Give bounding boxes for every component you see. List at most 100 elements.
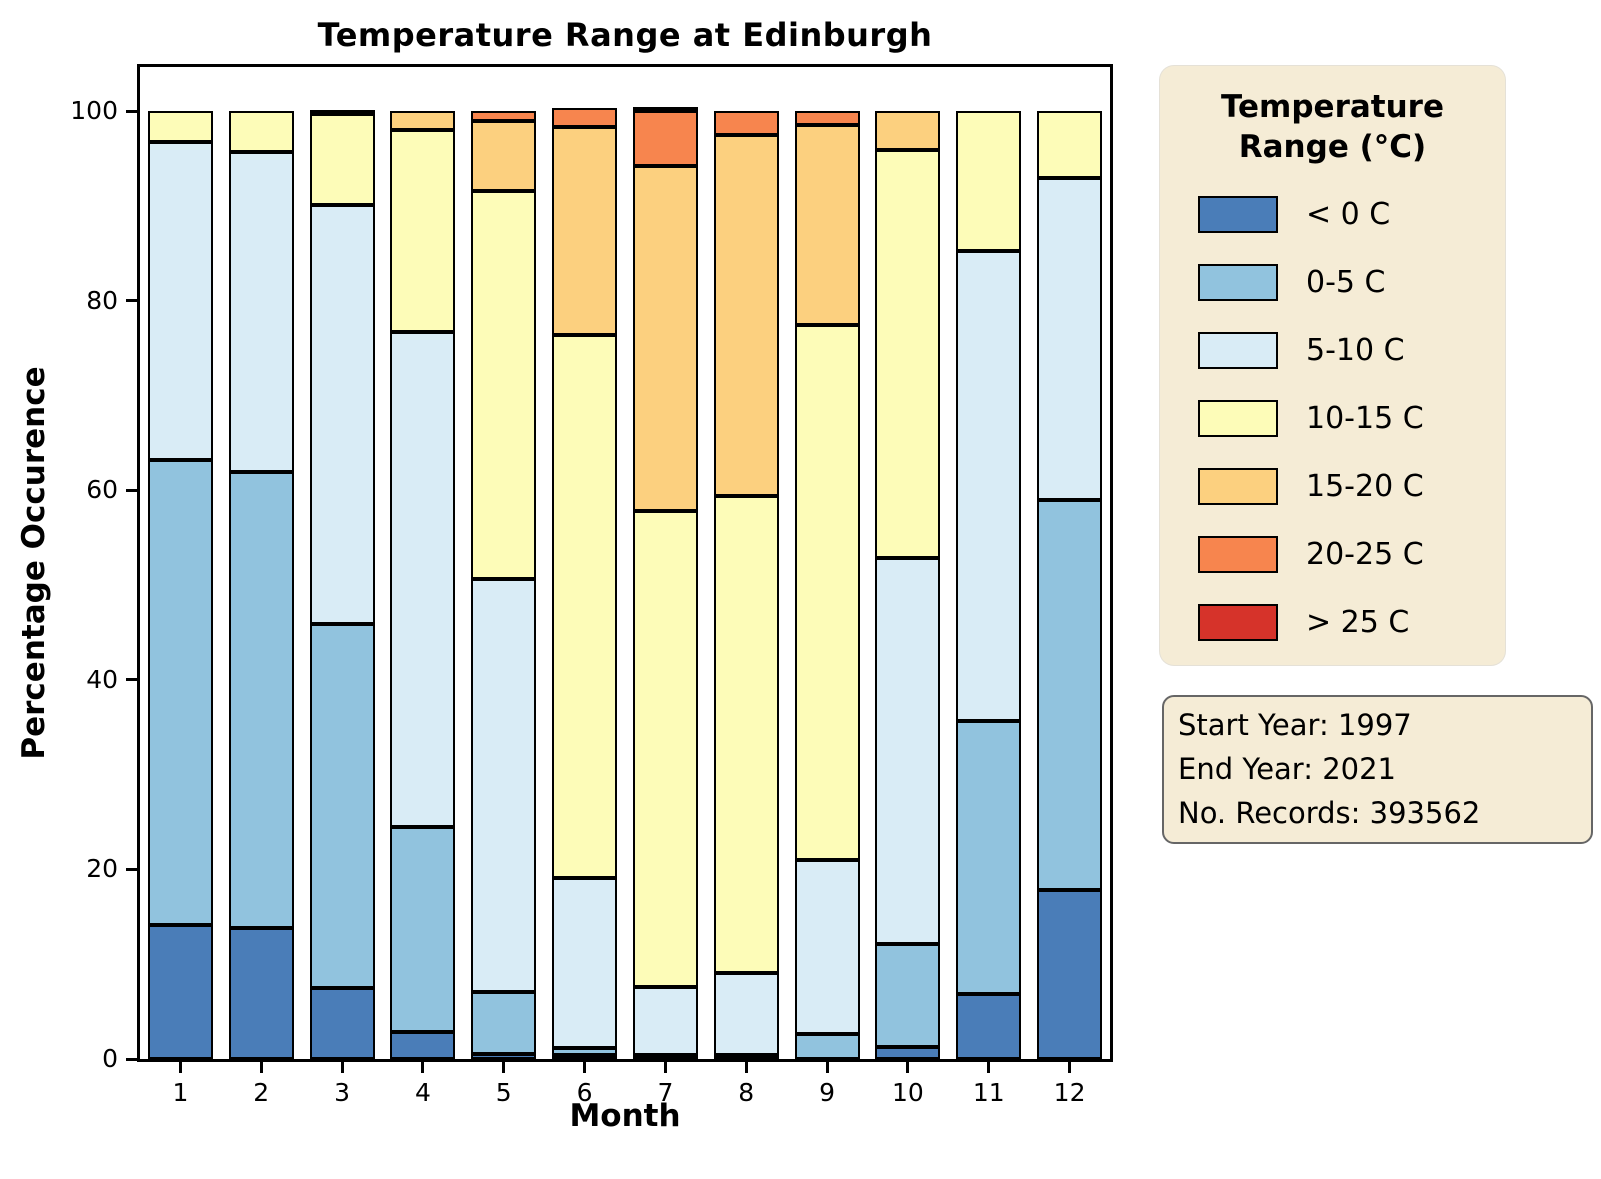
bar-segment bbox=[956, 993, 1022, 1059]
x-tick-label: 2 bbox=[253, 1078, 270, 1107]
legend-swatch bbox=[1198, 399, 1278, 437]
bar-segment bbox=[956, 720, 1022, 994]
bar-segment bbox=[228, 472, 294, 929]
bar-segment bbox=[794, 111, 860, 126]
x-tick-mark bbox=[987, 1062, 991, 1073]
bar-segment bbox=[309, 109, 375, 114]
bar-month-6 bbox=[552, 107, 618, 1059]
bar-segment bbox=[632, 110, 698, 166]
y-axis-label: Percentage Occurence bbox=[16, 366, 52, 760]
bar-segment bbox=[309, 623, 375, 988]
bar-segment bbox=[713, 110, 779, 135]
y-tick-mark bbox=[126, 867, 137, 871]
bar-month-12 bbox=[1037, 111, 1103, 1059]
y-tick-mark bbox=[126, 299, 137, 303]
legend-entry-label: 15-20 C bbox=[1306, 468, 1424, 504]
legend-entries: < 0 C 0-5 C 5-10 C 10-15 C 15-20 C 20-25 C > 2… bbox=[1160, 195, 1505, 671]
y-tick-mark bbox=[126, 678, 137, 682]
y-tick-mark bbox=[126, 109, 137, 113]
legend-swatch bbox=[1198, 263, 1278, 301]
bar-segment bbox=[228, 928, 294, 1059]
legend-title-line1: Temperature bbox=[1221, 89, 1444, 125]
x-tick-mark bbox=[421, 1062, 425, 1073]
legend-entry: 15-20 C bbox=[1198, 467, 1505, 505]
x-tick-mark bbox=[744, 1062, 748, 1073]
bar-month-3 bbox=[309, 109, 375, 1059]
bar-segment bbox=[147, 925, 213, 1059]
legend-entry-label: > 25 C bbox=[1306, 604, 1410, 640]
x-tick-mark bbox=[178, 1062, 182, 1073]
bar-segment bbox=[794, 859, 860, 1035]
legend-entry: 5-10 C bbox=[1198, 331, 1505, 369]
bar-month-10 bbox=[875, 111, 941, 1059]
legend-entry-label: 5-10 C bbox=[1306, 332, 1405, 368]
bar-segment bbox=[471, 120, 537, 191]
bar-segment bbox=[632, 165, 698, 511]
bar-segment bbox=[956, 111, 1022, 252]
x-tick-mark bbox=[259, 1062, 263, 1073]
bar-segment bbox=[552, 334, 618, 878]
x-tick-label: 3 bbox=[334, 1078, 351, 1107]
info-box: Start Year: 1997 End Year: 2021 No. Record… bbox=[1162, 695, 1593, 844]
chart-title: Temperature Range at Edinburgh bbox=[317, 16, 933, 54]
y-tick-label: 40 bbox=[86, 664, 118, 694]
bar-segment bbox=[471, 991, 537, 1055]
legend-swatch bbox=[1198, 195, 1278, 233]
bar-segment bbox=[471, 111, 537, 121]
bar-segment bbox=[309, 113, 375, 205]
bar-segment bbox=[390, 826, 456, 1033]
bar-month-8 bbox=[713, 110, 779, 1059]
legend-entry: 0-5 C bbox=[1198, 263, 1505, 301]
bar-segment bbox=[552, 107, 618, 127]
bar-month-7 bbox=[632, 106, 698, 1059]
bar-month-11 bbox=[956, 111, 1022, 1059]
x-tick-mark bbox=[340, 1062, 344, 1073]
bar-segment bbox=[1037, 499, 1103, 891]
bar-segment bbox=[794, 325, 860, 860]
bar-segment bbox=[147, 142, 213, 460]
legend-entry-label: < 0 C bbox=[1306, 196, 1391, 232]
bar-segment bbox=[471, 1054, 537, 1059]
bar-segment bbox=[794, 125, 860, 326]
legend: Temperature Range (°C) < 0 C 0-5 C 5-10 C 1… bbox=[1160, 66, 1505, 665]
y-tick-mark bbox=[126, 488, 137, 492]
info-line: No. Records: 393562 bbox=[1178, 796, 1481, 830]
bar-segment bbox=[1037, 111, 1103, 179]
stacked-bars bbox=[140, 106, 1110, 1059]
y-tick-label: 0 bbox=[102, 1044, 118, 1073]
bar-segment bbox=[552, 1055, 618, 1059]
legend-swatch bbox=[1198, 467, 1278, 505]
bar-month-2 bbox=[228, 111, 294, 1059]
bar-segment bbox=[713, 972, 779, 1055]
bar-segment bbox=[794, 1034, 860, 1059]
legend-swatch bbox=[1198, 603, 1278, 641]
bar-month-9 bbox=[794, 111, 860, 1059]
bar-segment bbox=[390, 1032, 456, 1059]
y-tick-label: 100 bbox=[70, 96, 118, 125]
y-tick-mark bbox=[126, 1057, 137, 1061]
x-tick-label: 4 bbox=[414, 1078, 431, 1107]
bar-segment bbox=[390, 331, 456, 827]
bar-segment bbox=[390, 111, 456, 130]
bar-segment bbox=[147, 459, 213, 926]
bar-segment bbox=[632, 510, 698, 987]
info-line: Start Year: 1997 bbox=[1178, 708, 1412, 742]
bar-segment bbox=[632, 1055, 698, 1059]
bar-segment bbox=[552, 126, 618, 335]
bar-segment bbox=[1037, 890, 1103, 1059]
y-tick-label: 80 bbox=[86, 285, 118, 315]
bar-segment bbox=[552, 1048, 618, 1055]
bar-segment bbox=[1037, 178, 1103, 500]
x-tick-label: 5 bbox=[495, 1078, 512, 1107]
legend-entry-label: 20-25 C bbox=[1306, 536, 1424, 572]
bar-segment bbox=[471, 579, 537, 992]
legend-entry: 10-15 C bbox=[1198, 399, 1505, 437]
x-tick-label: 1 bbox=[172, 1078, 189, 1107]
bar-segment bbox=[875, 1046, 941, 1059]
x-axis-label: Month bbox=[569, 1098, 681, 1134]
x-tick-mark bbox=[825, 1062, 829, 1073]
x-tick-label: 8 bbox=[738, 1078, 755, 1107]
bar-segment bbox=[632, 106, 698, 111]
x-tick-label: 11 bbox=[972, 1078, 1005, 1107]
x-tick-mark bbox=[502, 1062, 506, 1073]
